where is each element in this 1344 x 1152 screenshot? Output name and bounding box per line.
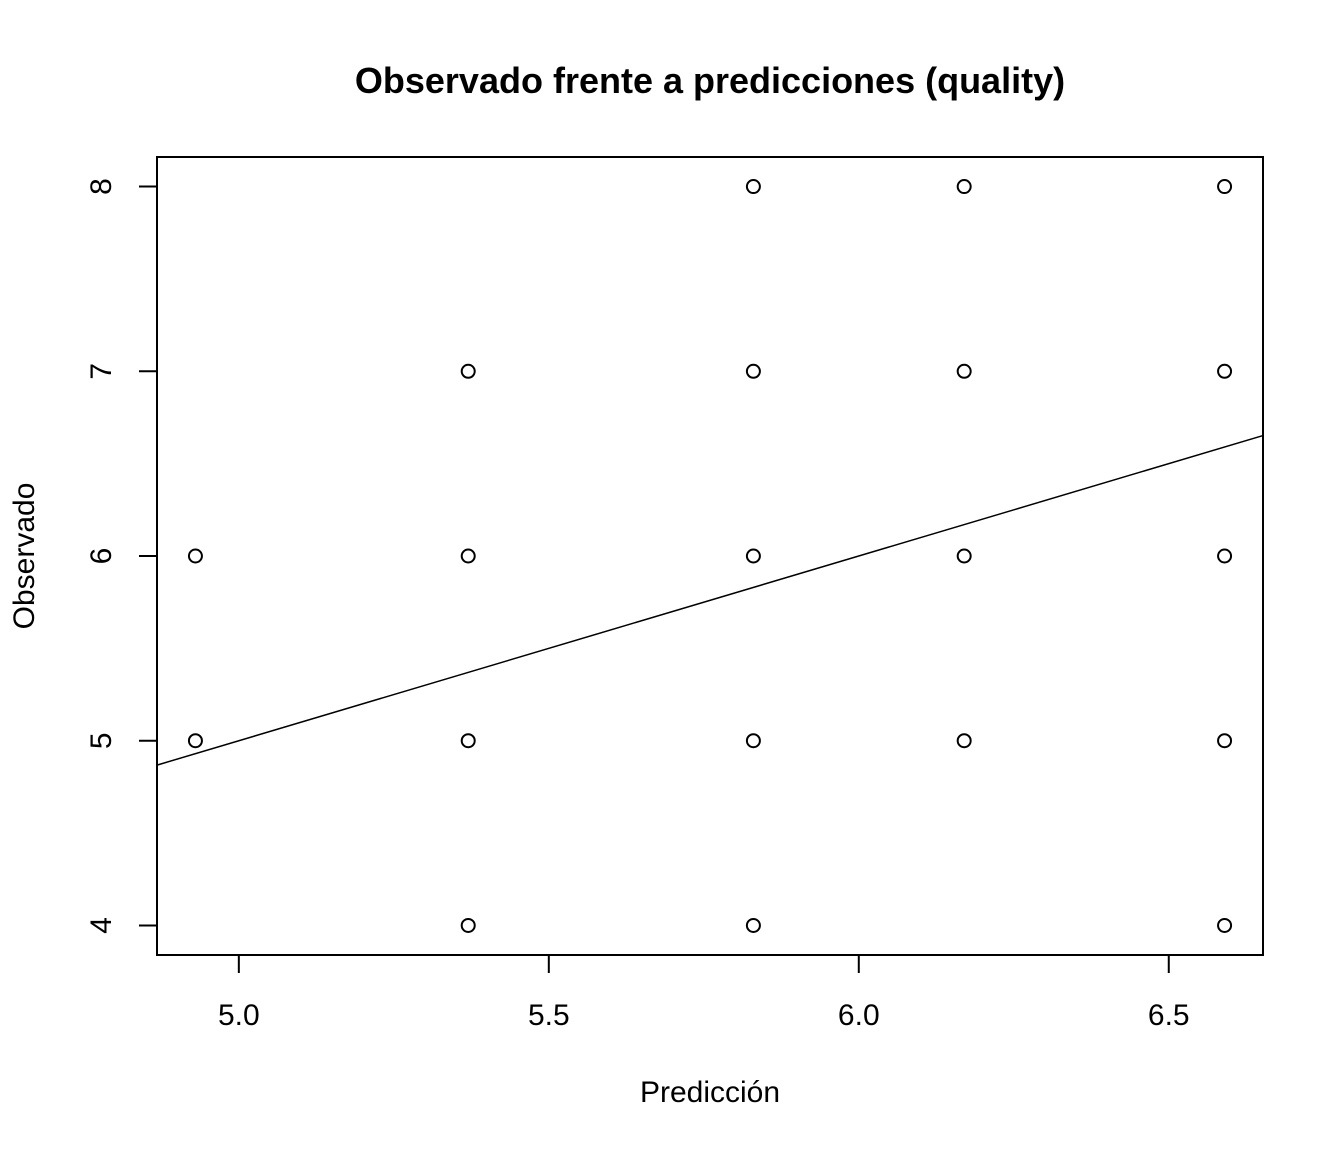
data-point: [1217, 548, 1233, 564]
x-tick-label: 6.0: [838, 999, 880, 1032]
y-axis-label: Observado: [8, 483, 41, 630]
data-point: [745, 179, 761, 195]
x-tick-label: 6.5: [1148, 999, 1190, 1032]
y-axis: 4 5 6 7 8: [85, 178, 157, 934]
data-point: [1217, 363, 1233, 379]
y-tick-label: 8: [85, 178, 118, 195]
x-axis: 5.0 5.5 6.0 6.5: [218, 955, 1190, 1032]
data-point: [187, 548, 203, 564]
y-tick-label: 5: [85, 732, 118, 749]
data-point: [956, 363, 972, 379]
data-point: [1217, 179, 1233, 195]
data-point: [956, 548, 972, 564]
data-point: [1217, 917, 1233, 933]
chart-title: Observado frente a predicciones (quality…: [355, 60, 1065, 101]
x-tick-label: 5.5: [528, 999, 570, 1032]
data-point: [745, 363, 761, 379]
data-point: [745, 733, 761, 749]
data-point: [745, 548, 761, 564]
y-tick-label: 7: [85, 363, 118, 380]
data-point: [460, 733, 476, 749]
y-tick-label: 4: [85, 917, 118, 934]
data-point: [460, 548, 476, 564]
points-group: [187, 179, 1233, 933]
plot-frame: [156, 156, 1264, 956]
reference-line: [156, 434, 1264, 766]
y-tick-label: 6: [85, 548, 118, 565]
data-point: [460, 917, 476, 933]
data-point: [460, 363, 476, 379]
x-axis-label: Predicción: [640, 1076, 780, 1109]
data-point: [187, 733, 203, 749]
data-point: [1217, 733, 1233, 749]
data-point: [956, 733, 972, 749]
data-point: [956, 179, 972, 195]
x-tick-label: 5.0: [218, 999, 260, 1032]
data-point: [745, 917, 761, 933]
reference-line-group: [156, 434, 1264, 766]
